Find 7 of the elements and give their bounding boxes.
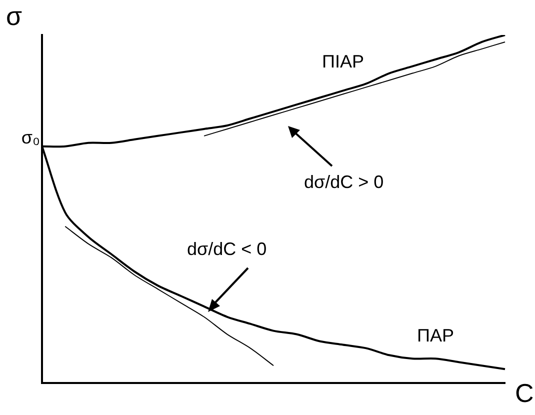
y-axis-title: σ [6, 1, 22, 32]
series-label: ΠIAP [322, 52, 364, 72]
x-axis-title: C [515, 378, 534, 408]
annotation: dσ/dC < 0 [187, 238, 267, 259]
series-label: ΠAP [417, 326, 454, 346]
annotation: dσ/dC > 0 [304, 172, 384, 192]
text: σ₀ [21, 127, 40, 148]
